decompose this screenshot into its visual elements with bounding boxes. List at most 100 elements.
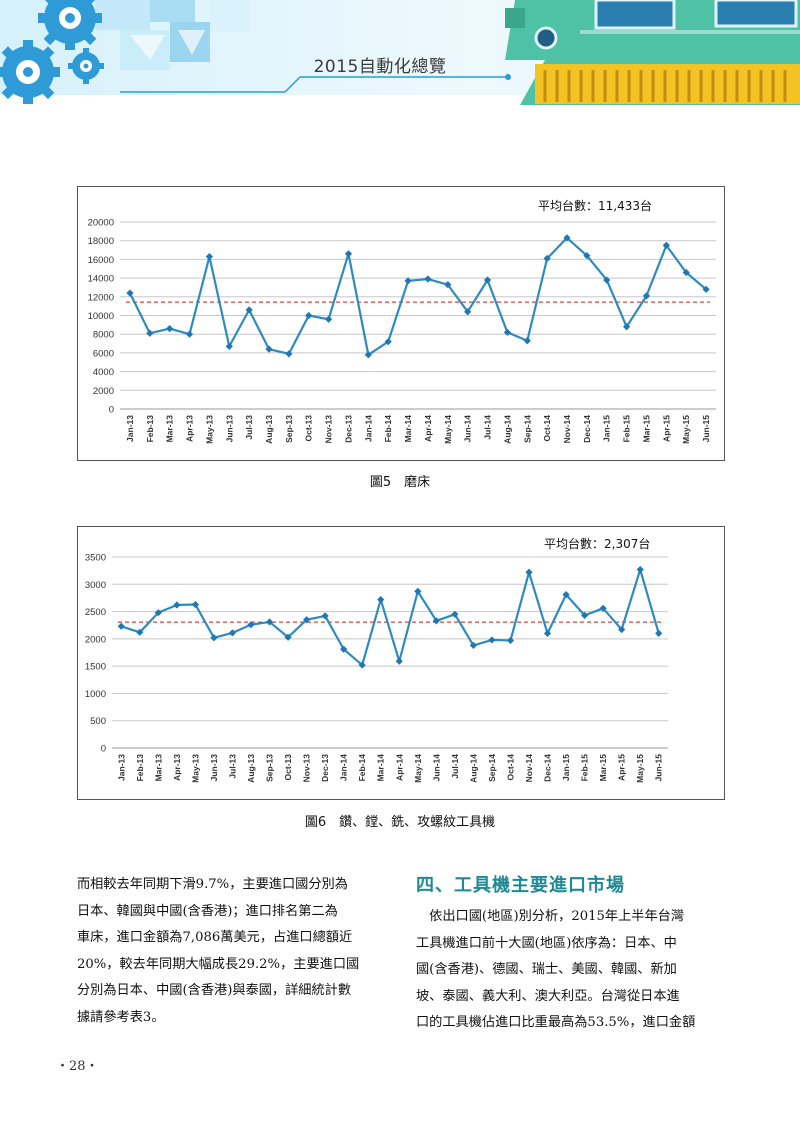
- x-tick-label: Jun-13: [209, 754, 219, 782]
- data-point: [265, 618, 274, 626]
- x-tick-label: Aug-14: [502, 415, 512, 444]
- data-point: [265, 345, 273, 353]
- x-tick-label: May-15: [681, 415, 691, 444]
- x-tick-label: Sep-13: [284, 415, 294, 443]
- y-tick-label: 1000: [85, 689, 106, 700]
- x-tick-label: Dec-14: [582, 415, 592, 443]
- x-tick-label: May-14: [443, 415, 453, 444]
- x-tick-label: Apr-15: [617, 754, 627, 781]
- x-tick-label: May-13: [204, 415, 214, 444]
- x-tick-label: Jun-14: [431, 754, 441, 782]
- x-tick-label: Jul-14: [483, 415, 493, 440]
- x-tick-label: Jun-13: [224, 415, 234, 443]
- x-tick-label: Jan-14: [339, 754, 349, 781]
- y-tick-label: 20000: [88, 218, 114, 229]
- header-banner: [0, 0, 800, 105]
- x-tick-label: Jun-15: [701, 415, 711, 443]
- y-tick-label: 16000: [88, 255, 114, 266]
- body-line: 國(含香港)、德國、瑞士、美國、韓國、新加: [416, 962, 677, 977]
- x-tick-label: Apr-14: [423, 415, 433, 442]
- x-tick-label: Apr-13: [185, 415, 195, 442]
- y-tick-label: 14000: [88, 274, 114, 285]
- data-point: [523, 337, 531, 345]
- x-tick-label: Jul-14: [450, 754, 460, 779]
- x-tick-label: Nov-14: [524, 754, 534, 783]
- data-point: [340, 645, 348, 653]
- y-tick-label: 0: [109, 405, 114, 416]
- x-tick-label: Feb-13: [145, 415, 155, 443]
- y-tick-label: 10000: [88, 311, 114, 322]
- x-tick-label: Feb-14: [383, 415, 393, 443]
- x-tick-label: Feb-15: [580, 754, 590, 782]
- x-tick-label: Nov-14: [562, 415, 572, 444]
- data-point: [173, 601, 181, 609]
- x-tick-label: Sep-13: [265, 754, 275, 782]
- page-number: ・28・: [56, 1059, 99, 1074]
- gear-icon: [38, 0, 102, 50]
- data-point: [636, 565, 644, 574]
- data-point: [543, 629, 552, 637]
- data-point: [424, 275, 432, 283]
- body-line: 依出口國(地區)別分析，2015年上半年台灣: [416, 909, 685, 924]
- x-tick-label: Feb-13: [135, 754, 145, 782]
- x-tick-label: Mar-15: [598, 754, 608, 782]
- x-tick-label: Mar-14: [376, 754, 386, 782]
- header-title: 2015自動化總覽: [313, 57, 447, 77]
- y-tick-label: 0: [101, 744, 106, 755]
- x-tick-label: Sep-14: [487, 754, 497, 782]
- x-tick-label: Mar-15: [641, 415, 651, 443]
- body-line: 坡、泰國、義大利、澳大利亞。台灣從日本進: [416, 988, 680, 1004]
- x-tick-label: May-13: [190, 754, 200, 783]
- body-line: 而相較去年同期下滑9.7%，主要進口國分別為: [77, 877, 348, 892]
- body-line: 車床，進口金額為7,086萬美元，占進口總額近: [77, 930, 353, 945]
- body-line: 分別為日本、中國(含香港)與泰國，詳細統計數: [77, 983, 352, 998]
- decorative-squares: [95, 0, 250, 70]
- data-point: [247, 621, 255, 629]
- circuit-board-graphic: [505, 0, 800, 105]
- x-tick-label: Dec-13: [320, 754, 330, 782]
- x-tick-label: Feb-15: [622, 415, 632, 443]
- y-tick-label: 2000: [85, 634, 106, 645]
- x-tick-label: Aug-13: [264, 415, 274, 444]
- x-tick-label: Dec-13: [343, 415, 353, 443]
- body-line: 口的工具機佔進口比重最高為53.5%，進口金額: [416, 1015, 696, 1030]
- data-point: [655, 629, 663, 637]
- body-line: 20%，較去年同期大幅成長29.2%，主要進口國: [77, 956, 360, 972]
- body-line: 日本、韓國與中國(含香港)；進口排名第二為: [77, 903, 338, 919]
- chart-2-svg: 0 500 1000 1500 2000 2500 3000 3500 Jan-13 Feb-13…: [85, 536, 668, 783]
- x-tick-label: Oct-13: [304, 415, 314, 442]
- data-point: [543, 254, 551, 263]
- y-tick-label: 8000: [93, 330, 114, 341]
- data-point: [146, 329, 154, 337]
- figure-6-caption: 圖6 鑽、鏜、銑、攻螺紋工具機: [304, 815, 496, 830]
- series-line: [120, 568, 660, 667]
- data-point: [166, 324, 174, 333]
- data-point: [395, 657, 403, 665]
- data-point: [525, 568, 533, 576]
- y-tick-label: 3000: [85, 580, 106, 591]
- x-tick-label: May-14: [413, 754, 423, 783]
- data-point: [506, 636, 515, 645]
- body-line: 據請參考表3。: [77, 1009, 165, 1025]
- body-line: 工具機進口前十大國(地區)依序為：日本、中: [416, 935, 677, 951]
- data-point: [154, 609, 162, 617]
- x-tick-label: Jul-13: [244, 415, 254, 440]
- x-tick-label: Aug-14: [468, 754, 478, 783]
- y-tick-label: 2500: [85, 607, 106, 618]
- x-tick-label: Jun-15: [654, 754, 664, 782]
- y-tick-label: 18000: [88, 236, 114, 247]
- series-line: [128, 236, 707, 356]
- data-point: [662, 241, 670, 249]
- data-point: [642, 292, 651, 300]
- data-point: [404, 277, 412, 285]
- chart-grinding-machines: 0 2000 4000 6000 8000 10000 12000 14000 16000 180…: [77, 186, 725, 461]
- x-tick-label: Nov-13: [302, 754, 312, 783]
- x-tick-label: Apr-13: [172, 754, 182, 781]
- data-point: [305, 311, 313, 320]
- x-tick-label: Oct-14: [505, 754, 515, 781]
- x-tick-label: Mar-13: [165, 415, 175, 443]
- x-tick-label: Mar-13: [153, 754, 163, 782]
- data-point: [469, 641, 477, 650]
- average-annotation: 平均台數：2,307台: [544, 536, 650, 551]
- x-tick-label: May-15: [635, 754, 645, 783]
